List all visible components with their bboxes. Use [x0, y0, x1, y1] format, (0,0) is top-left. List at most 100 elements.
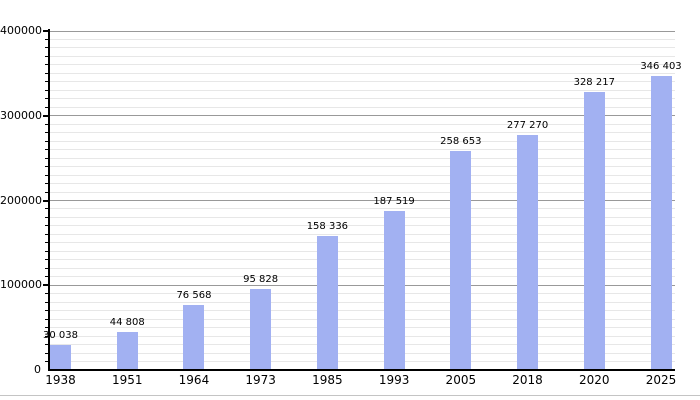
y-minor-tick	[45, 216, 50, 218]
y-minor-tick	[45, 72, 50, 74]
y-minor-tick	[45, 166, 50, 168]
x-tick-label: 1951	[111, 373, 143, 387]
bar	[383, 211, 405, 370]
y-minor-tick	[45, 174, 50, 176]
y-minor-tick	[45, 250, 50, 252]
minor-gridline	[50, 123, 675, 125]
y-minor-tick	[45, 149, 50, 151]
y-minor-tick	[45, 276, 50, 278]
y-minor-tick	[45, 38, 50, 40]
bar-value-label: 258 653	[440, 135, 482, 147]
y-minor-tick	[45, 344, 50, 346]
bar-value-label: 346 403	[640, 61, 682, 73]
plot-area: 30 038 44 808 76 568 95 828 158 336 187 519 25…	[43, 30, 682, 370]
y-minor-tick	[45, 225, 50, 227]
y-tick-label: 300000	[0, 108, 42, 122]
minor-gridline	[50, 89, 675, 91]
bar	[450, 150, 472, 370]
y-tick-label: 0	[34, 363, 41, 376]
bar-value-label: 158 336	[306, 220, 349, 232]
y-minor-tick	[45, 233, 50, 235]
minor-gridline	[50, 183, 675, 185]
bar-value-label: 277 270	[506, 120, 549, 132]
minor-gridline	[50, 208, 675, 210]
minor-gridline	[50, 166, 675, 168]
minor-gridline	[50, 327, 675, 329]
y-major-tick	[43, 30, 50, 32]
y-minor-tick	[45, 310, 50, 312]
y-tick-label: 400000	[0, 24, 42, 37]
y-minor-tick	[45, 335, 50, 337]
minor-gridline	[50, 267, 675, 269]
minor-gridline	[50, 216, 675, 218]
minor-gridline	[50, 72, 675, 74]
minor-gridline	[50, 276, 675, 278]
y-minor-tick	[45, 132, 50, 134]
bar	[650, 76, 672, 370]
bar-value-label: 95 828	[243, 273, 279, 285]
y-minor-tick	[45, 208, 50, 210]
minor-gridline	[50, 157, 675, 159]
bottom-divider	[0, 395, 700, 396]
minor-gridline	[50, 310, 675, 312]
x-tick-label: 1993	[378, 373, 410, 387]
minor-gridline	[50, 361, 675, 363]
minor-gridline	[50, 106, 675, 108]
bar	[583, 91, 605, 370]
x-axis-line	[48, 369, 675, 371]
bar-value-label: 44 808	[109, 317, 145, 329]
minor-gridline	[50, 344, 675, 346]
y-minor-tick	[45, 267, 50, 269]
bar	[116, 332, 138, 370]
x-tick-label: 2020	[578, 373, 610, 387]
bar-value-label: 76 568	[176, 290, 212, 302]
minor-gridline	[50, 140, 675, 142]
bar	[183, 305, 205, 370]
bar	[517, 135, 539, 370]
major-gridline	[50, 115, 675, 117]
minor-gridline	[50, 55, 675, 57]
minor-gridline	[50, 64, 675, 66]
x-tick-label: 1973	[245, 373, 276, 387]
minor-gridline	[50, 233, 675, 235]
bar-value-label: 187 519	[373, 196, 415, 208]
minor-gridline	[50, 225, 675, 227]
y-minor-tick	[45, 259, 50, 261]
minor-gridline	[50, 149, 675, 151]
y-minor-tick	[45, 64, 50, 66]
minor-gridline	[50, 81, 675, 83]
y-minor-tick	[45, 157, 50, 159]
minor-gridline	[50, 242, 675, 244]
y-minor-tick	[45, 89, 50, 91]
minor-gridline	[50, 132, 675, 134]
y-minor-tick	[45, 55, 50, 57]
y-minor-tick	[45, 140, 50, 142]
major-gridline	[50, 30, 675, 32]
y-minor-tick	[45, 191, 50, 193]
y-minor-tick	[45, 98, 50, 100]
minor-gridline	[50, 191, 675, 193]
y-minor-tick	[45, 106, 50, 108]
y-major-tick	[43, 199, 50, 202]
bar	[50, 344, 71, 370]
minor-gridline	[50, 352, 675, 354]
minor-gridline	[50, 47, 675, 49]
x-tick-label: 2005	[445, 373, 477, 387]
y-minor-tick	[45, 242, 50, 244]
y-minor-tick	[45, 327, 50, 329]
x-tick-label: 2018	[512, 373, 543, 387]
y-minor-tick	[45, 123, 50, 125]
y-tick-label: 100000	[0, 278, 42, 292]
minor-gridline	[50, 293, 675, 295]
minor-gridline	[50, 318, 675, 320]
y-major-tick	[43, 284, 50, 287]
y-minor-tick	[45, 183, 50, 185]
minor-gridline	[50, 98, 675, 100]
y-minor-tick	[45, 81, 50, 83]
minor-gridline	[50, 250, 675, 252]
x-tick-label: 2025	[645, 373, 677, 387]
x-tick-label: 1985	[312, 373, 343, 387]
bar-value-label: 30 038	[43, 329, 78, 341]
major-gridline	[50, 284, 675, 286]
